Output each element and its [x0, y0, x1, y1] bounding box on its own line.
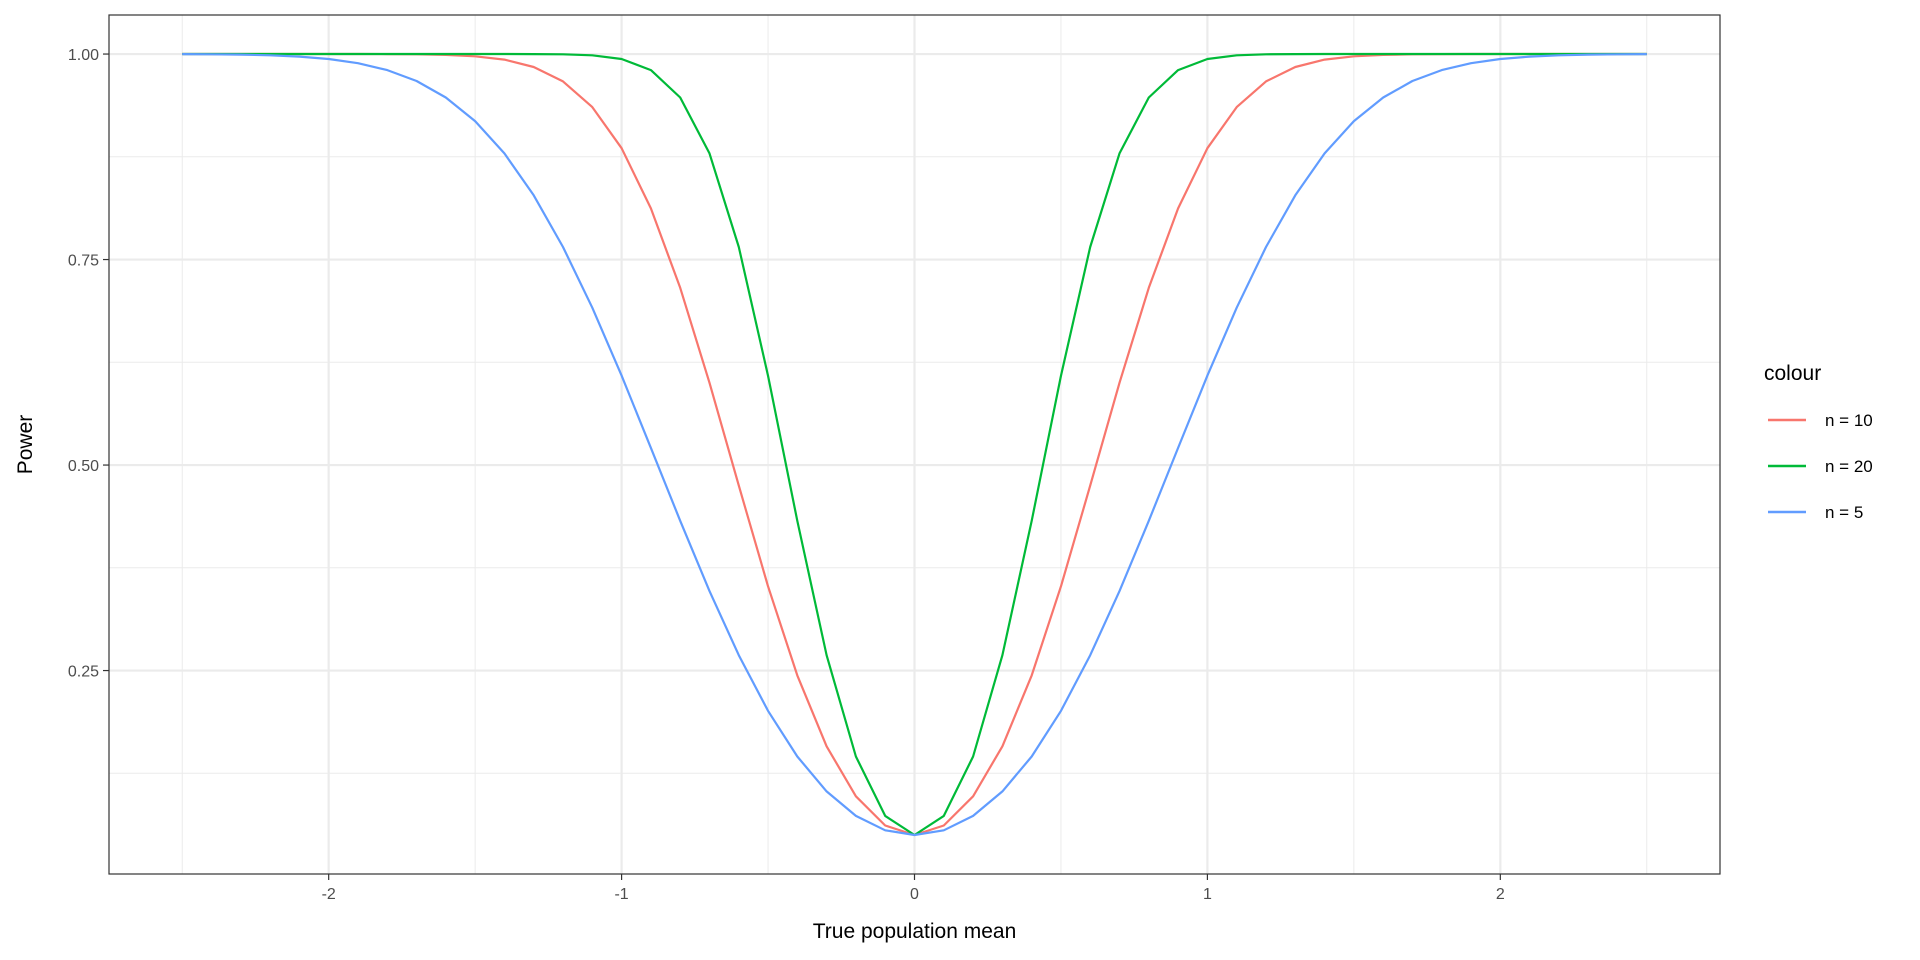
axes: -2 -1 0 1 2 0.25 0.50 0.75 1.00: [68, 47, 1505, 903]
legend-label: n = 20: [1825, 457, 1873, 476]
x-tick-label: 2: [1496, 886, 1505, 903]
y-tick-label: 0.50: [68, 458, 99, 475]
x-axis-title: True population mean: [813, 920, 1017, 943]
y-tick-label: 0.75: [68, 253, 99, 270]
legend-title: colour: [1764, 362, 1821, 385]
y-tick-label: 0.25: [68, 664, 99, 681]
grid-lines: [109, 15, 1720, 874]
series-lines: [182, 52, 1647, 837]
legend: colour n = 10 n = 20 n = 5: [1764, 362, 1873, 522]
x-tick-label: -1: [614, 886, 628, 903]
series-line-n5: [182, 53, 1647, 837]
x-tick-label: 1: [1203, 886, 1212, 903]
y-tick-label: 1.00: [68, 47, 99, 64]
x-tick-label: -2: [322, 886, 336, 903]
y-axis-title: Power: [14, 415, 37, 475]
legend-label: n = 5: [1825, 503, 1863, 522]
x-tick-label: 0: [910, 886, 919, 903]
legend-label: n = 10: [1825, 411, 1873, 430]
